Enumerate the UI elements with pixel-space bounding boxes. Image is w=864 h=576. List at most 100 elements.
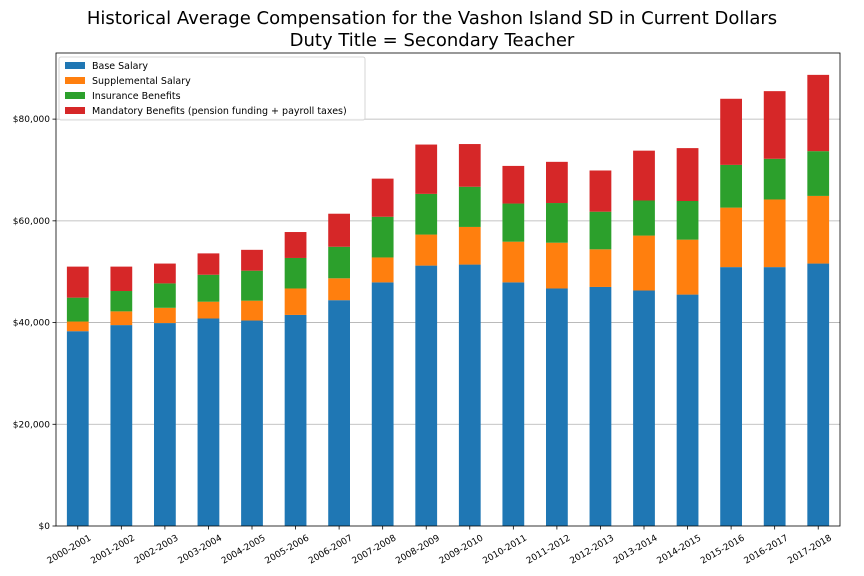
x-tick-label: 2009-2010 [438, 533, 486, 566]
bar-base-2000-2001 [66, 331, 89, 526]
bar-insurance-2006-2007 [328, 246, 350, 279]
x-tick-label: 2013-2014 [612, 533, 660, 566]
legend-box [58, 56, 366, 121]
bar-base-2004-2005 [241, 320, 263, 526]
bar-base-2011-2012 [546, 288, 568, 526]
bar-insurance-2000-2001 [66, 297, 89, 322]
x-tick-label: 2014-2015 [656, 533, 703, 566]
bar-supplemental-2003-2004 [197, 301, 220, 319]
bar-base-2016-2017 [763, 267, 786, 526]
x-tick-label: 2011-2012 [525, 533, 572, 566]
y-tick-label: $40,000 [13, 319, 50, 329]
bar-supplemental-2012-2013 [589, 249, 612, 287]
bar-mandatory-2016-2017 [763, 91, 786, 159]
chart-subtitle: Duty Title = Secondary Teacher [289, 30, 575, 51]
bar-insurance-2001-2002 [110, 291, 133, 312]
x-tick-label: 2000-2001 [46, 533, 93, 566]
bar-insurance-2015-2016 [720, 164, 742, 208]
bar-base-2012-2013 [589, 286, 612, 526]
x-tick-label: 2016-2017 [743, 533, 790, 566]
x-tick-label: 2002-2003 [133, 533, 180, 566]
bar-supplemental-2011-2012 [546, 242, 568, 289]
legend-label: Supplemental Salary [92, 76, 191, 87]
bar-insurance-2012-2013 [589, 211, 612, 250]
plot-frame [55, 52, 841, 527]
bar-insurance-2002-2003 [154, 283, 176, 308]
bar-supplemental-2013-2014 [633, 235, 655, 291]
bar-insurance-2010-2011 [502, 203, 525, 242]
bar-base-2014-2015 [676, 294, 699, 526]
bar-supplemental-2017-2018 [807, 195, 830, 264]
bar-base-2001-2002 [110, 325, 133, 526]
bar-insurance-2004-2005 [241, 270, 263, 301]
bar-base-2006-2007 [328, 300, 350, 526]
legend-swatch [65, 62, 85, 69]
x-tick-label: 2017-2018 [786, 533, 834, 566]
bar-mandatory-2008-2009 [415, 144, 438, 194]
legend-swatch [65, 107, 85, 114]
bar-supplemental-2008-2009 [415, 234, 438, 266]
bar-insurance-2007-2008 [371, 216, 394, 258]
bar-base-2013-2014 [633, 290, 655, 526]
x-tick-label: 2005-2006 [264, 533, 312, 566]
bar-mandatory-2004-2005 [241, 249, 263, 271]
bar-mandatory-2013-2014 [633, 150, 655, 201]
legend-label: Mandatory Benefits (pension funding + pa… [92, 106, 347, 117]
bar-base-2003-2004 [197, 318, 220, 526]
x-tick-label: 2001-2002 [89, 533, 136, 566]
bar-supplemental-2007-2008 [371, 257, 394, 283]
bar-supplemental-2000-2001 [66, 321, 89, 332]
x-tick-label: 2003-2004 [176, 533, 224, 566]
x-tick-label: 2007-2008 [351, 533, 399, 566]
bar-mandatory-2014-2015 [676, 148, 699, 202]
bar-insurance-2014-2015 [676, 201, 699, 240]
x-tick-label: 2015-2016 [699, 533, 747, 566]
bar-supplemental-2015-2016 [720, 207, 742, 268]
bar-supplemental-2004-2005 [241, 300, 263, 321]
x-tick-label: 2004-2005 [220, 533, 267, 566]
bar-supplemental-2002-2003 [154, 307, 176, 324]
chart-title: Historical Average Compensation for the … [86, 8, 778, 29]
bar-supplemental-2016-2017 [763, 199, 786, 268]
bar-base-2002-2003 [154, 323, 176, 526]
bar-mandatory-2011-2012 [546, 161, 568, 204]
bar-insurance-2005-2006 [284, 257, 307, 289]
bar-base-2008-2009 [415, 265, 438, 526]
y-tick-label: $60,000 [13, 217, 50, 227]
legend-label: Base Salary [92, 61, 148, 72]
bar-insurance-2017-2018 [807, 151, 830, 196]
bar-supplemental-2014-2015 [676, 239, 699, 295]
bar-supplemental-2001-2002 [110, 311, 133, 326]
bar-mandatory-2015-2016 [720, 98, 742, 165]
bar-mandatory-2005-2006 [284, 232, 307, 258]
bar-insurance-2008-2009 [415, 193, 438, 235]
bar-base-2010-2011 [502, 282, 525, 526]
bar-supplemental-2010-2011 [502, 241, 525, 283]
bar-supplemental-2005-2006 [284, 288, 307, 315]
y-tick-label: $20,000 [13, 420, 50, 430]
bar-mandatory-2002-2003 [154, 263, 176, 284]
bar-insurance-2009-2010 [458, 186, 481, 227]
bar-base-2009-2010 [458, 264, 481, 526]
bar-supplemental-2006-2007 [328, 278, 350, 301]
y-tick-label: $80,000 [13, 115, 50, 125]
bar-base-2017-2018 [807, 263, 830, 526]
bar-insurance-2011-2012 [546, 203, 568, 243]
y-tick-label: $0 [39, 522, 51, 532]
bar-base-2007-2008 [371, 282, 394, 526]
bar-base-2005-2006 [284, 314, 307, 526]
bar-base-2015-2016 [720, 267, 742, 526]
x-tick-label: 2006-2007 [307, 533, 354, 566]
x-tick-label: 2010-2011 [481, 533, 528, 566]
bar-mandatory-2009-2010 [458, 144, 481, 187]
legend-swatch [65, 92, 85, 99]
bar-mandatory-2017-2018 [807, 74, 830, 152]
bar-mandatory-2007-2008 [371, 178, 394, 217]
bar-mandatory-2012-2013 [589, 170, 612, 212]
bar-mandatory-2000-2001 [66, 266, 89, 298]
bar-supplemental-2009-2010 [458, 226, 481, 265]
bar-mandatory-2006-2007 [328, 213, 350, 247]
bar-insurance-2016-2017 [763, 158, 786, 200]
bar-mandatory-2010-2011 [502, 165, 525, 204]
